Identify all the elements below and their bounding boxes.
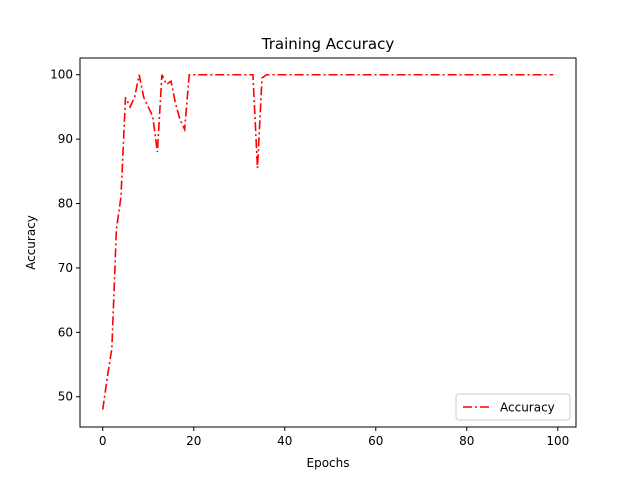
legend: Accuracy (455, 393, 571, 421)
x-tick-label: 80 (459, 434, 474, 448)
series-line-accuracy (101, 73, 554, 410)
y-axis-label: Accuracy (24, 215, 38, 270)
x-tick-label: 60 (368, 434, 383, 448)
y-tick-label: 60 (58, 325, 73, 339)
axes-frame (79, 57, 577, 428)
legend-label: Accuracy (500, 401, 555, 415)
legend-box (455, 393, 571, 421)
y-axis-ticks: 50 60 70 80 90 100 (50, 68, 80, 404)
y-tick-label: 80 (58, 197, 73, 211)
y-tick-label: 100 (50, 68, 73, 82)
x-tick-label: 0 (99, 434, 107, 448)
y-tick-label: 50 (58, 390, 73, 404)
x-axis-label: Epochs (307, 456, 350, 470)
plot-area (101, 73, 554, 410)
x-tick-label: 100 (546, 434, 569, 448)
x-tick-label: 20 (186, 434, 201, 448)
x-tick-label: 40 (277, 434, 292, 448)
x-axis-ticks: 0 20 40 60 80 100 (99, 427, 569, 448)
chart-title: Training Accuracy (261, 35, 395, 53)
y-tick-label: 90 (58, 132, 73, 146)
y-tick-label: 70 (58, 261, 73, 275)
